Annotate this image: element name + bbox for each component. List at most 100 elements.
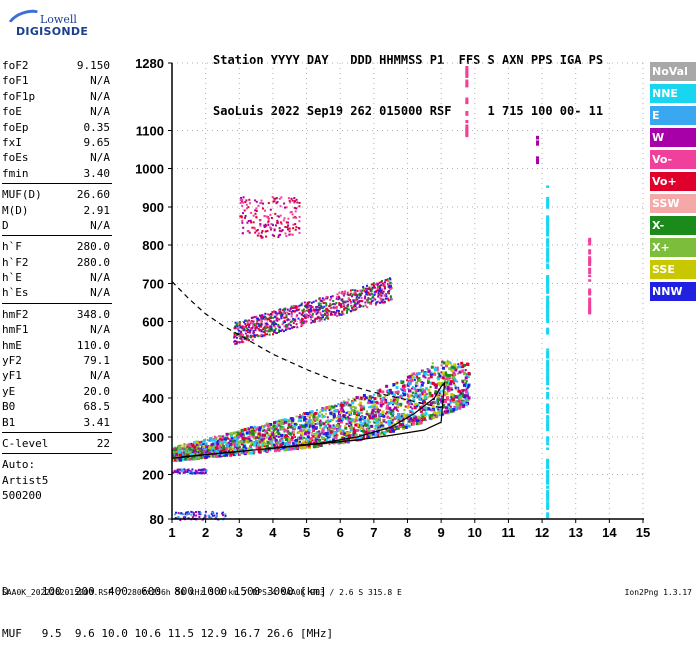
echo-point: [355, 396, 359, 400]
echo-point: [284, 328, 287, 331]
echo-marker: [588, 249, 592, 255]
echo-point: [268, 442, 271, 445]
echo-point: [289, 211, 292, 214]
echo-point: [376, 287, 379, 290]
echo-point: [288, 440, 291, 443]
echo-point: [338, 426, 342, 430]
echo-point: [295, 446, 298, 449]
echo-marker: [546, 474, 550, 483]
echo-point: [397, 402, 400, 405]
echo-point: [409, 377, 412, 380]
echo-point: [226, 442, 230, 446]
echo-point: [218, 448, 221, 451]
echo-point: [415, 381, 419, 385]
echo-point: [419, 421, 423, 425]
echo-point: [355, 297, 358, 299]
echo-point: [275, 420, 278, 424]
echo-point: [373, 297, 376, 300]
param-row: yF2 79.1: [2, 353, 110, 368]
echo-point: [309, 424, 312, 427]
echo-point: [385, 279, 388, 281]
echo-point: [316, 316, 319, 319]
echo-point: [335, 405, 338, 408]
echo-point: [193, 445, 197, 449]
echo-marker: [546, 360, 550, 366]
echo-point: [228, 446, 232, 450]
echo-point: [198, 441, 201, 444]
echo-point: [310, 304, 313, 307]
echo-point: [418, 416, 422, 420]
echo-point: [248, 231, 251, 234]
echo-point: [451, 388, 454, 391]
echo-point: [267, 433, 270, 436]
echo-point: [245, 207, 248, 210]
echo-point: [266, 215, 268, 218]
legend-item-nne: NNE: [650, 84, 696, 103]
echo-point: [268, 326, 271, 329]
echo-point: [454, 400, 458, 404]
echo-point: [251, 432, 255, 436]
echo-point: [409, 411, 412, 413]
echo-point: [373, 397, 377, 401]
echo-point: [298, 227, 301, 230]
param-value: 26.60: [76, 188, 110, 202]
echo-point: [290, 211, 293, 213]
echo-point: [274, 316, 277, 318]
echo-point: [453, 378, 457, 382]
echo-point: [409, 390, 412, 393]
echo-point: [368, 414, 372, 418]
echo-point: [255, 436, 258, 439]
echo-point: [303, 301, 306, 304]
echo-point: [456, 395, 460, 399]
echo-point: [248, 339, 250, 342]
param-value: N/A: [90, 369, 110, 383]
echo-point: [383, 287, 386, 290]
echo-point: [377, 292, 380, 294]
echo-point: [319, 302, 322, 305]
echo-point: [175, 511, 177, 514]
echo-point: [263, 442, 266, 445]
echo-point: [388, 277, 391, 280]
echo-point: [175, 451, 179, 454]
echo-point: [316, 436, 319, 439]
echo-point: [257, 232, 260, 235]
echo-point: [385, 398, 388, 401]
echo-point: [347, 438, 351, 442]
echo-point: [244, 215, 247, 217]
echo-point: [408, 420, 411, 423]
echo-point: [424, 387, 428, 391]
echo-point: [269, 208, 272, 211]
echo-point: [428, 394, 431, 397]
echo-point: [427, 407, 431, 411]
echo-point: [301, 309, 304, 312]
echo-point: [307, 316, 310, 319]
echo-point: [195, 514, 198, 517]
echo-point: [293, 201, 296, 204]
echo-point: [246, 451, 250, 455]
echo-point: [250, 211, 253, 214]
echo-point: [431, 381, 435, 385]
echo-point: [273, 437, 276, 440]
echo-point: [272, 316, 275, 319]
echo-point: [440, 412, 442, 415]
echo-point: [300, 323, 303, 326]
echo-point: [285, 235, 288, 237]
echo-point: [195, 511, 197, 513]
param-label: hmF2: [2, 307, 29, 321]
echo-point: [268, 327, 271, 330]
echo-point: [328, 409, 331, 411]
echo-point: [300, 320, 303, 323]
echo-point: [431, 404, 435, 408]
echo-point: [278, 309, 281, 312]
echo-point: [304, 305, 307, 308]
echo-point: [331, 295, 334, 298]
echo-point: [324, 415, 326, 418]
echo-point: [201, 472, 204, 474]
echo-point: [389, 286, 392, 289]
echo-point: [351, 293, 354, 296]
y-tick-label: 1100: [136, 124, 164, 139]
echo-point: [386, 429, 390, 433]
echo-point: [382, 301, 385, 304]
echo-point: [423, 393, 427, 397]
echo-point: [402, 386, 406, 390]
